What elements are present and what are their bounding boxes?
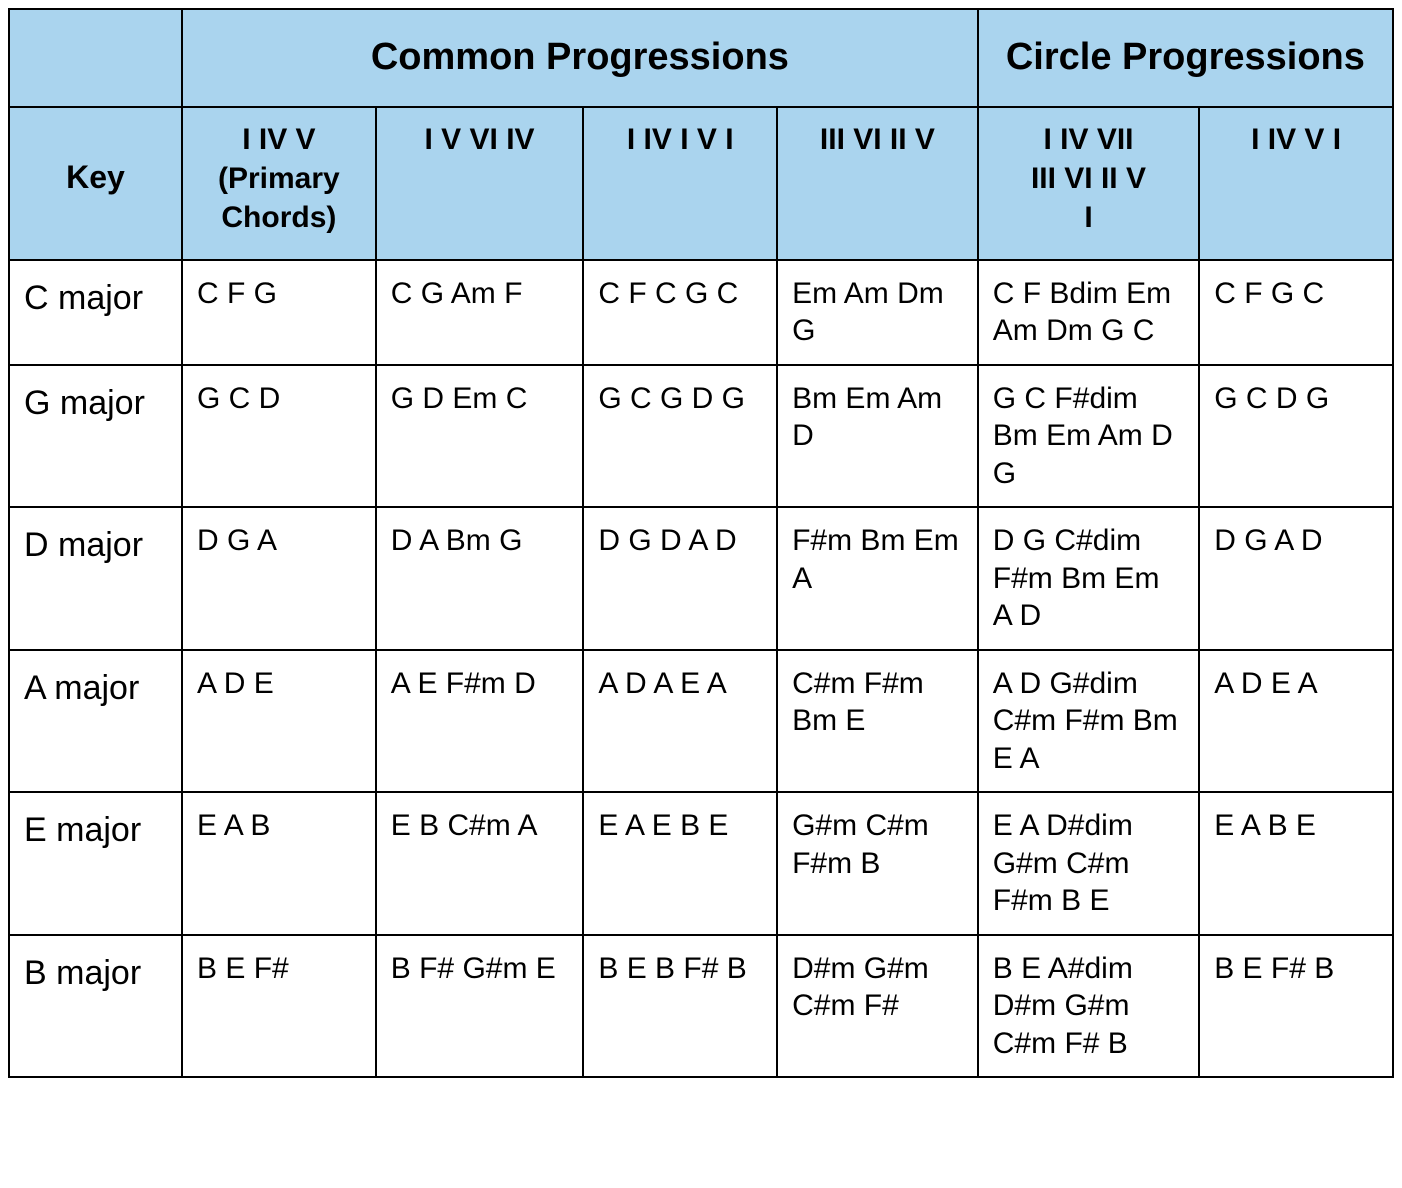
table-cell: D#m G#m C#m F#	[777, 935, 978, 1078]
table-cell: G#m C#m F#m B	[777, 792, 978, 935]
col-header-i-iv-v: I IV V(Primary Chords)	[182, 107, 376, 260]
table-cell: D G A	[182, 507, 376, 650]
key-cell: E major	[9, 792, 182, 935]
table-cell: C F G	[182, 260, 376, 365]
table-cell: E A E B E	[583, 792, 777, 935]
table-cell: C F Bdim Em Am Dm G C	[978, 260, 1199, 365]
group-header-blank	[9, 9, 182, 107]
table-cell: E A D#dim G#m C#m F#m B E	[978, 792, 1199, 935]
key-cell: B major	[9, 935, 182, 1078]
table-cell: G C F#dim Bm Em Am D G	[978, 365, 1199, 508]
table-cell: A E F#m D	[376, 650, 584, 793]
table-cell: C F C G C	[583, 260, 777, 365]
table-row: C majorC F GC G Am FC F C G CEm Am Dm GC…	[9, 260, 1393, 365]
table-body: C majorC F GC G Am FC F C G CEm Am Dm GC…	[9, 260, 1393, 1078]
table-cell: G D Em C	[376, 365, 584, 508]
group-header-circle: Circle Progressions	[978, 9, 1393, 107]
table-column-header-row: Key I IV V(Primary Chords) I V VI IV I I…	[9, 107, 1393, 260]
table-cell: D A Bm G	[376, 507, 584, 650]
table-cell: D G D A D	[583, 507, 777, 650]
col-header-i-iv-v-i: I IV V I	[1199, 107, 1393, 260]
key-cell: D major	[9, 507, 182, 650]
table-cell: C F G C	[1199, 260, 1393, 365]
table-group-header-row: Common Progressions Circle Progressions	[9, 9, 1393, 107]
table-row: B majorB E F#B F# G#m EB E B F# BD#m G#m…	[9, 935, 1393, 1078]
col-header-circle-full: I IV VIIIII VI II VI	[978, 107, 1199, 260]
table-cell: E B C#m A	[376, 792, 584, 935]
table-cell: D G C#dim F#m Bm Em A D	[978, 507, 1199, 650]
col-header-i-iv-i-v-i: I IV I V I	[583, 107, 777, 260]
table-cell: A D A E A	[583, 650, 777, 793]
table-cell: B E F#	[182, 935, 376, 1078]
table-row: E majorE A BE B C#m AE A E B EG#m C#m F#…	[9, 792, 1393, 935]
table-row: G majorG C DG D Em CG C G D GBm Em Am DG…	[9, 365, 1393, 508]
table-cell: B E A#dim D#m G#m C#m F# B	[978, 935, 1199, 1078]
group-header-common: Common Progressions	[182, 9, 978, 107]
col-header-i-v-vi-iv: I V VI IV	[376, 107, 584, 260]
table-cell: A D E A	[1199, 650, 1393, 793]
table-cell: A D E	[182, 650, 376, 793]
table-cell: B F# G#m E	[376, 935, 584, 1078]
table-cell: Bm Em Am D	[777, 365, 978, 508]
table-cell: B E F# B	[1199, 935, 1393, 1078]
key-cell: G major	[9, 365, 182, 508]
table-cell: C#m F#m Bm E	[777, 650, 978, 793]
table-cell: A D G#dim C#m F#m Bm E A	[978, 650, 1199, 793]
table-row: D majorD G AD A Bm GD G D A DF#m Bm Em A…	[9, 507, 1393, 650]
table-cell: G C D	[182, 365, 376, 508]
table-cell: D G A D	[1199, 507, 1393, 650]
table-cell: G C G D G	[583, 365, 777, 508]
chord-progressions-table: Common Progressions Circle Progressions …	[8, 8, 1394, 1078]
key-cell: A major	[9, 650, 182, 793]
table-cell: E A B	[182, 792, 376, 935]
table-cell: E A B E	[1199, 792, 1393, 935]
table-cell: F#m Bm Em A	[777, 507, 978, 650]
table-cell: B E B F# B	[583, 935, 777, 1078]
table-cell: G C D G	[1199, 365, 1393, 508]
table-container: Common Progressions Circle Progressions …	[0, 0, 1402, 1086]
table-row: A majorA D EA E F#m DA D A E AC#m F#m Bm…	[9, 650, 1393, 793]
table-cell: C G Am F	[376, 260, 584, 365]
table-cell: Em Am Dm G	[777, 260, 978, 365]
col-header-key: Key	[9, 107, 182, 260]
col-header-iii-vi-ii-v: III VI II V	[777, 107, 978, 260]
key-cell: C major	[9, 260, 182, 365]
